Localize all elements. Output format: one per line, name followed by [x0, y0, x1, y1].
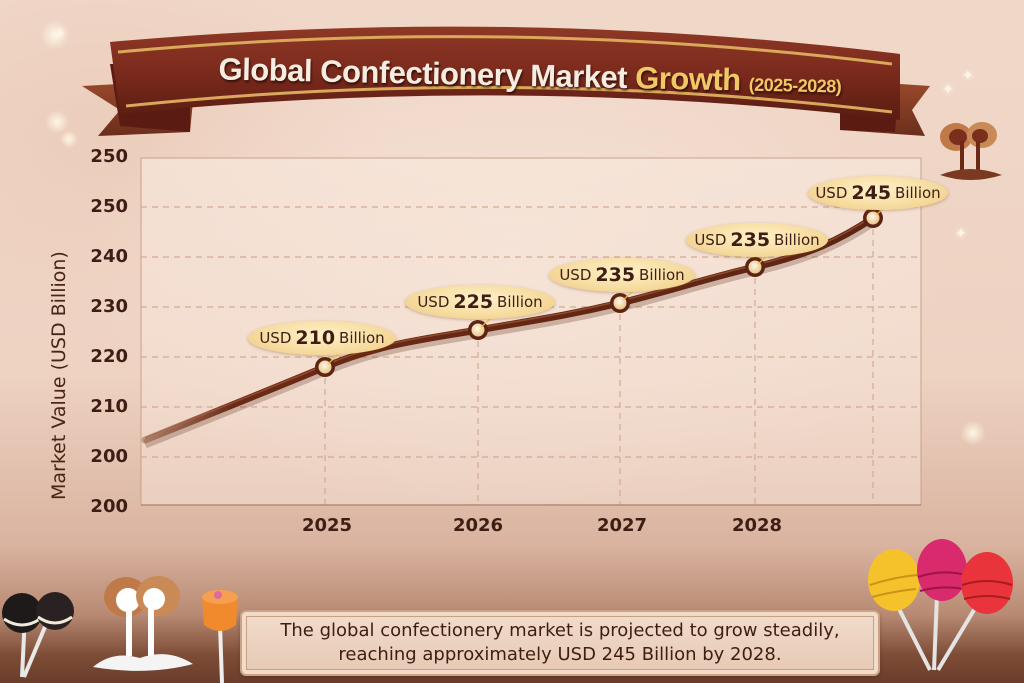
chocolate-pour-icon — [940, 122, 1002, 180]
y-tick: 230 — [90, 296, 128, 317]
y-tick: 200 — [90, 496, 128, 517]
y-tick: 200 — [90, 446, 128, 467]
x-tick: 2027 — [596, 515, 648, 536]
y-tick: 240 — [90, 246, 128, 267]
lollipops-icon — [868, 539, 1013, 672]
sparkle-star: ✦ — [942, 82, 954, 98]
data-label-2027: USD 235 Billion — [549, 258, 695, 292]
milk-pour-icon — [93, 576, 193, 671]
caption-line-1: The global confectionery market is proje… — [280, 620, 840, 641]
x-tick: 2028 — [731, 515, 783, 536]
x-tick: 2025 — [301, 515, 353, 536]
y-tick: 220 — [90, 346, 128, 367]
y-tick: 210 — [90, 396, 128, 417]
sparkle — [960, 420, 986, 446]
title-banner: Global Confectionery Market Growth (2025… — [80, 14, 940, 139]
orange-lollipop-icon — [202, 590, 238, 683]
sparkle — [40, 20, 70, 50]
data-label-2026: USD 225 Billion — [405, 285, 555, 319]
data-label-2025: USD 210 Billion — [248, 321, 396, 355]
sparkle — [60, 130, 78, 148]
y-tick: 250 — [90, 196, 128, 217]
data-label-2028: USD 235 Billion — [686, 223, 828, 257]
x-tick: 2026 — [452, 515, 504, 536]
sandwich-cookie-pops-icon — [2, 592, 74, 678]
ribbon-shape — [82, 26, 930, 136]
sparkle-star: ✦ — [955, 226, 967, 242]
data-label-end: USD 245 Billion — [808, 176, 948, 210]
summary-caption: The global confectionery market is proje… — [240, 610, 880, 676]
sparkle-star: ✦ — [54, 26, 66, 42]
y-tick: 250 — [90, 146, 128, 167]
caption-line-2: reaching approximately USD 245 Billion b… — [338, 644, 782, 665]
sparkle-star: ✦ — [962, 68, 974, 84]
